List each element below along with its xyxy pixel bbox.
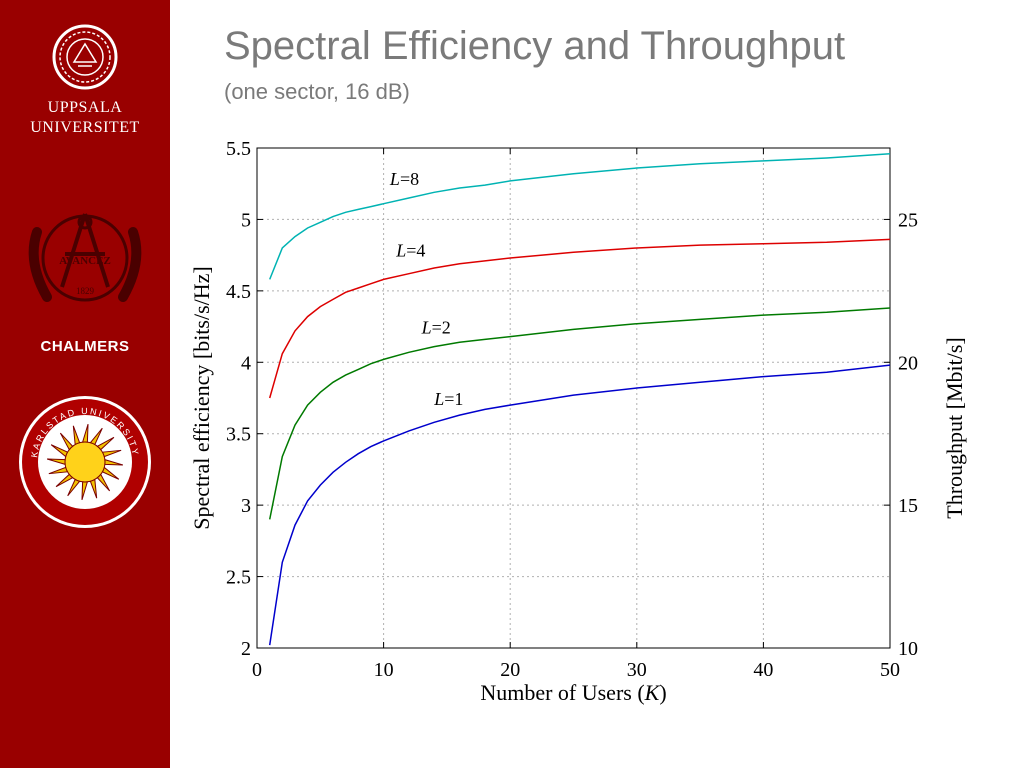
y-tick-label: 4 [241,352,251,374]
x-tick-label: 40 [753,659,773,681]
y-tick-label: 5.5 [226,138,251,160]
sidebar: UPPSALA UNIVERSITET AVANCEZ 1829 CHALMER… [0,0,170,768]
uppsala-name-line1: UPPSALA [47,99,123,116]
x-axis-label: Number of Users (K) [480,680,666,705]
series-line-L-1 [268,364,891,646]
axis-ticks: 0 10 20 30 40 50 2 2.5 3 3.5 4 4.5 5 5.5 10 15 20 25 [226,138,918,681]
series-label-L-2: L=2 [421,318,451,338]
series-label-L-8: L=8 [389,169,419,189]
y-tick-label: 5 [241,209,251,231]
y2-tick-label: 15 [898,495,918,517]
series-label-L-1: L=1 [433,389,463,409]
chalmers-emblem-motto: AVANCEZ [59,255,111,267]
x-tick-label: 20 [500,659,520,681]
chalmers-logo: AVANCEZ 1829 CHALMERS [0,192,170,355]
y2-tick-label: 20 [898,352,918,374]
x-tick-label: 10 [374,659,394,681]
series-label-L-4: L=4 [395,241,425,261]
x-tick-label: 50 [880,659,900,681]
series-line-L-8 [269,152,891,280]
plot-frame [256,147,891,649]
chalmers-emblem-year: 1829 [76,286,95,296]
karlstad-sun-icon: KARLSTAD UNIVERSITY [19,396,151,528]
slide-title: Spectral Efficiency and Throughput [224,24,846,68]
y2-tick-label: 10 [898,638,918,660]
uppsala-logo: UPPSALA UNIVERSITET [0,24,170,138]
series-line-L-2 [268,307,891,520]
y2-tick-label: 25 [898,209,918,231]
uppsala-name-line2: UNIVERSITET [30,119,140,136]
chalmers-emblem-icon: AVANCEZ 1829 [28,213,142,302]
y-tick-label: 2.5 [226,567,251,589]
y-tick-label: 3.5 [226,424,251,446]
y-tick-label: 2 [241,638,251,660]
x-tick-label: 0 [252,659,262,681]
slide-subtitle: (one sector, 16 dB) [224,79,410,104]
series-labels: L=1 L=2 L=4 L=8 [389,169,463,409]
grid [257,148,890,648]
chalmers-name: CHALMERS [40,338,130,355]
series-line-L-4 [268,238,891,399]
y2-axis-label: Throughput [Mbit/s] [942,337,967,519]
y-axis-label: Spectral efficiency [bits/s/Hz] [189,266,214,530]
y-tick-label: 3 [241,495,251,517]
karlstad-logo: KARLSTAD UNIVERSITY [0,392,170,532]
y-tick-label: 4.5 [226,281,251,303]
series-group [268,152,891,646]
x-tick-label: 30 [627,659,647,681]
uppsala-seal-icon [52,24,118,90]
